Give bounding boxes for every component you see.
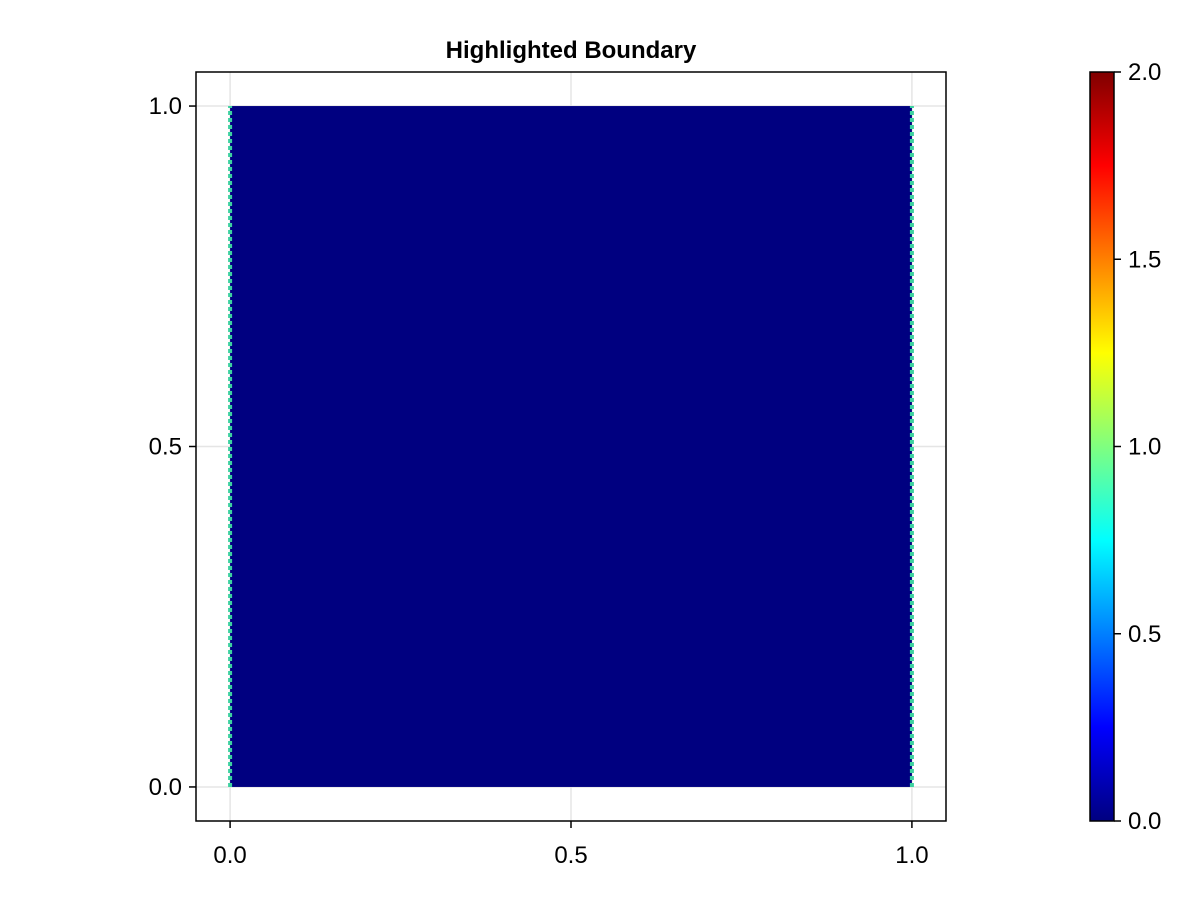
colorbar-tick-label: 0.5 — [1128, 621, 1161, 648]
y-tick-label: 0.5 — [149, 434, 182, 461]
x-axis: 0.0 0.5 1.0 — [213, 821, 929, 869]
colorbar-ticks: 0.0 0.5 1.0 1.5 2.0 — [1114, 59, 1161, 835]
y-tick-label: 0.0 — [149, 774, 182, 801]
x-tick-label: 1.0 — [895, 842, 928, 869]
colorbar-tick-label: 2.0 — [1128, 59, 1161, 86]
x-tick-label: 0.0 — [213, 842, 246, 869]
chart-title: Highlighted Boundary — [446, 37, 697, 64]
colorbar-tick-label: 1.5 — [1128, 246, 1161, 273]
x-tick-label: 0.5 — [554, 842, 587, 869]
colorbar — [1089, 71, 1115, 822]
colorbar-tick-label: 1.0 — [1128, 434, 1161, 461]
plot-area — [228, 106, 914, 787]
interior-region — [230, 106, 912, 787]
y-tick-label: 1.0 — [149, 93, 182, 120]
colorbar-tick-label: 0.0 — [1128, 808, 1161, 835]
y-axis: 0.0 0.5 1.0 — [149, 93, 196, 801]
